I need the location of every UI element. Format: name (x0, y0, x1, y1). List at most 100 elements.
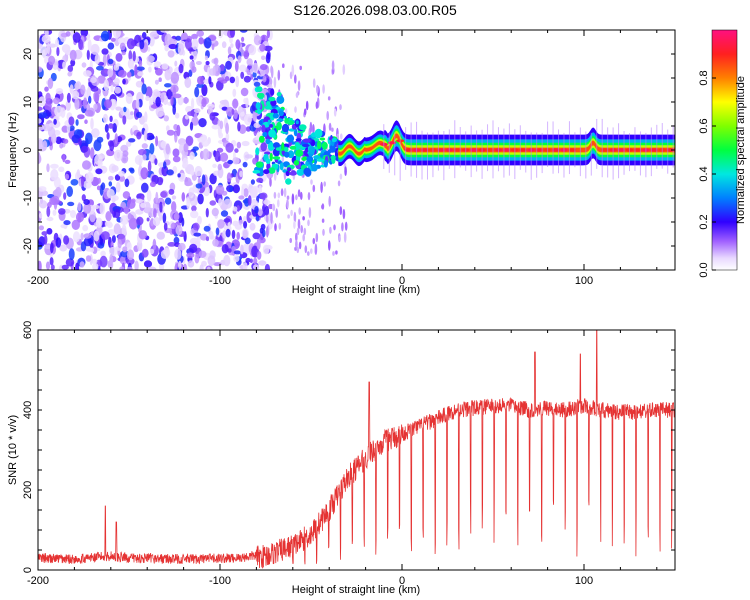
noise-dot (55, 136, 62, 145)
noise-dot (190, 200, 195, 207)
noise-dot (252, 157, 258, 165)
noise-dot (112, 30, 121, 39)
noise-dot (86, 49, 90, 60)
noise-dot (256, 251, 262, 260)
noise-dot (172, 155, 181, 163)
spectrogram-y-ticks: -20 -10 0 10 20 (22, 29, 675, 271)
noise-dot (111, 235, 116, 243)
noise-dot (114, 133, 119, 145)
noise-dot (242, 229, 248, 239)
noise-dot (44, 102, 52, 111)
noise-dot (107, 68, 114, 78)
noise-dot (53, 118, 57, 125)
noise-dot (126, 249, 135, 261)
noise-dot (248, 44, 257, 56)
noise-dot (53, 97, 60, 105)
transition-streak (296, 227, 300, 236)
noise-dot (243, 221, 248, 229)
noise-dot (113, 223, 121, 235)
transition-streak (270, 66, 274, 79)
noise-dot (160, 191, 168, 198)
noise-dot (202, 148, 210, 161)
noise-dot (238, 195, 245, 200)
noise-dot (208, 76, 212, 85)
noise-dot (198, 37, 204, 45)
colorbar-gradient (711, 29, 738, 271)
noise-dot (218, 198, 223, 207)
noise-dot (201, 97, 207, 108)
noise-dot (220, 63, 225, 72)
noise-dot (262, 75, 267, 83)
noise-dot (138, 149, 147, 156)
noise-dot (173, 212, 180, 221)
noise-dot (83, 70, 92, 77)
transition-dot (294, 141, 301, 151)
noise-dot (134, 260, 139, 270)
noise-dot (250, 73, 254, 80)
noise-dot (126, 114, 134, 120)
noise-dot (108, 246, 118, 257)
transition-streak (272, 204, 276, 212)
noise-dot (122, 115, 127, 125)
noise-dot (113, 78, 120, 85)
y-tick-label: -10 (22, 190, 34, 206)
noise-dot (69, 49, 77, 61)
transition-dot (316, 158, 325, 162)
transition-dot (275, 147, 281, 151)
transition-streak (312, 124, 315, 135)
noise-dot (146, 189, 152, 202)
noise-dot (183, 143, 189, 153)
noise-dot (101, 182, 106, 191)
transition-dot (321, 141, 328, 150)
noise-dot (75, 262, 80, 270)
noise-dot (154, 79, 159, 85)
noise-dot (82, 97, 88, 109)
transition-streak (294, 106, 297, 113)
noise-dot (136, 131, 142, 140)
transition-streak (342, 208, 346, 220)
transition-dot (258, 120, 263, 125)
transition-dot (269, 124, 273, 128)
transition-streak (338, 235, 341, 243)
noise-dot (126, 266, 133, 270)
noise-dot (219, 30, 224, 37)
noise-dot (178, 242, 186, 251)
noise-dot (135, 98, 140, 110)
noise-dot (247, 195, 252, 206)
transition-dot (286, 134, 295, 143)
transition-dot (259, 167, 264, 177)
noise-dot (177, 96, 184, 106)
noise-dot (122, 246, 128, 253)
noise-dot (217, 219, 225, 229)
noise-dot (181, 192, 186, 202)
noise-dot (119, 266, 125, 270)
transition-dot (273, 142, 280, 149)
noise-dot (55, 38, 59, 48)
noise-dot (211, 124, 220, 130)
noise-dot (148, 66, 152, 73)
noise-dot (119, 42, 126, 51)
transition-streak (284, 108, 288, 115)
transition-streak (340, 133, 343, 140)
noise-dot (196, 30, 204, 37)
noise-dot (166, 169, 174, 176)
transition-dot (265, 138, 271, 145)
noise-dot (252, 232, 261, 240)
transition-streak (321, 204, 324, 209)
noise-dot (141, 32, 147, 39)
x-tick-label: 0 (399, 275, 405, 287)
transition-dot (303, 167, 311, 176)
noise-dot (126, 242, 132, 251)
noise-dot (195, 61, 202, 65)
transition-streak (303, 108, 307, 116)
y-tick-label: 10 (22, 96, 34, 108)
noise-dot (147, 266, 157, 270)
transition-streak (307, 251, 310, 256)
noise-dot (111, 165, 119, 172)
noise-dot (124, 178, 130, 188)
noise-dot (60, 107, 66, 118)
noise-dot (117, 37, 126, 45)
noise-dot (71, 219, 81, 230)
noise-dot (41, 231, 48, 236)
transition-dot (255, 147, 260, 156)
